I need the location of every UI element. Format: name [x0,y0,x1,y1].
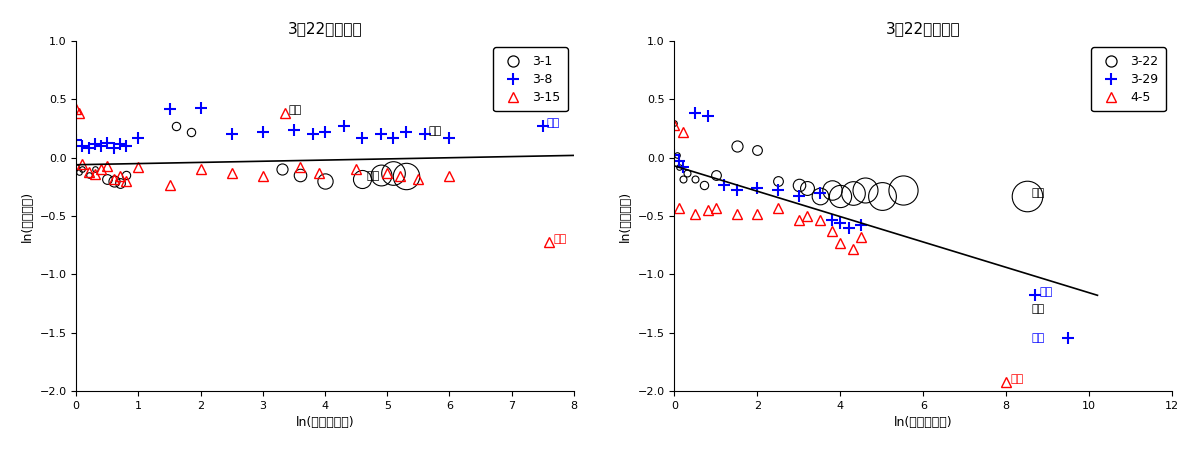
Text: 上海: 上海 [428,126,442,136]
X-axis label: ln(本土感染数): ln(本土感染数) [295,416,354,429]
Text: 吉林: 吉林 [553,234,566,243]
Text: 吉林: 吉林 [289,105,302,116]
X-axis label: ln(本土感染数): ln(本土感染数) [894,416,953,429]
Legend: 3-1, 3-8, 3-15: 3-1, 3-8, 3-15 [493,47,568,112]
Title: 3月22日前三周: 3月22日前三周 [288,21,362,36]
Text: 上海: 上海 [366,171,379,181]
Text: 吉林: 吉林 [547,118,560,128]
Text: 上海: 上海 [1031,188,1044,198]
Y-axis label: ln(卡车流量): ln(卡车流量) [20,190,34,242]
Text: 吉林: 吉林 [1031,333,1044,343]
Text: 吉林: 吉林 [1010,374,1024,383]
Title: 3月22日后三周: 3月22日后三周 [886,21,961,36]
Legend: 3-22, 3-29, 4-5: 3-22, 3-29, 4-5 [1092,47,1166,112]
Text: 吉林: 吉林 [1031,304,1044,314]
Text: 上海: 上海 [1039,287,1052,297]
Y-axis label: ln(卡车流量): ln(卡车流量) [619,190,632,242]
